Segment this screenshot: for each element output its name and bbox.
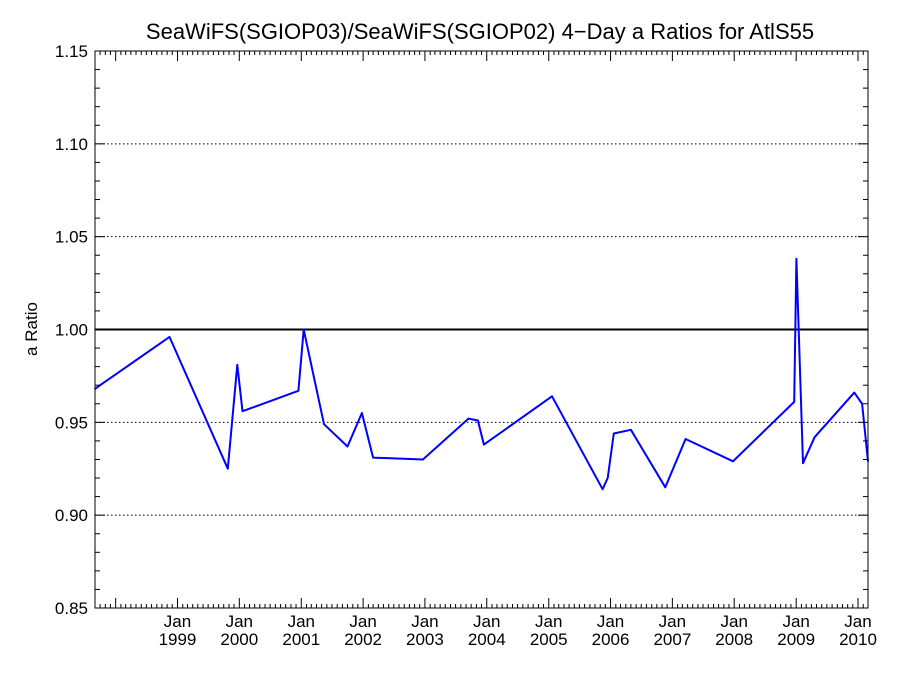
y-tick-label: 0.95 — [55, 413, 88, 432]
data-point — [601, 488, 604, 491]
data-point — [168, 336, 171, 338]
x-tick-label-month: Jan — [349, 612, 376, 631]
chart-title: SeaWiFS(SGIOP03)/SeaWiFS(SGIOP02) 4−Day … — [146, 19, 814, 44]
data-point — [227, 467, 229, 470]
data-point — [302, 328, 305, 331]
y-tick-label: 1.10 — [55, 135, 88, 154]
data-point — [236, 364, 239, 366]
x-tick-label-year: 2002 — [344, 630, 382, 649]
y-axis-label: a Ratio — [22, 302, 41, 356]
data-point — [613, 432, 615, 435]
x-tick-label-month: Jan — [164, 612, 191, 631]
x-tick-label-year: 2000 — [220, 630, 258, 649]
data-point — [241, 410, 244, 413]
x-tick-label-month: Jan — [226, 612, 253, 631]
grid-lines — [95, 143, 868, 516]
x-tick-label-month: Jan — [659, 612, 686, 631]
x-tick-label-month: Jan — [720, 612, 747, 631]
series-line — [94, 257, 869, 491]
data-point — [551, 395, 553, 398]
y-tick-label: 1.15 — [55, 42, 88, 61]
data-point — [361, 412, 363, 414]
x-tick-label-month: Jan — [288, 612, 315, 631]
data-point — [861, 403, 863, 405]
y-tick-label: 0.85 — [55, 599, 88, 618]
y-tick-label: 0.90 — [55, 506, 88, 525]
data-point — [732, 460, 734, 463]
data-point — [372, 456, 374, 459]
x-tick-label-month: Jan — [535, 612, 562, 631]
x-axis: Jan1999Jan2000Jan2001Jan2002Jan2003Jan20… — [159, 612, 877, 649]
data-point — [813, 436, 816, 439]
data-point — [422, 458, 424, 461]
x-tick-label-month: Jan — [782, 612, 809, 631]
x-tick-label-year: 1999 — [159, 630, 197, 649]
data-point — [853, 391, 856, 394]
data-point — [346, 445, 349, 448]
data-point — [802, 462, 804, 465]
x-tick-label-month: Jan — [411, 612, 438, 631]
x-tick-label-year: 2010 — [839, 630, 877, 649]
x-tick-label-year: 2001 — [282, 630, 320, 649]
data-point — [477, 419, 479, 422]
y-tick-label: 1.05 — [55, 228, 88, 247]
y-tick-label: 1.00 — [55, 321, 88, 340]
x-tick-label-year: 2008 — [715, 630, 753, 649]
data-point — [467, 417, 470, 420]
x-tick-label-month: Jan — [473, 612, 500, 631]
data-point — [606, 477, 609, 479]
x-tick-label-month: Jan — [597, 612, 624, 631]
series-group — [94, 257, 869, 491]
x-tick-label-year: 2005 — [530, 630, 568, 649]
data-point — [323, 423, 325, 426]
data-point — [795, 258, 798, 260]
plot-frame — [94, 50, 869, 609]
data-point — [684, 438, 687, 440]
minor-ticks — [94, 51, 869, 608]
x-tick-label-month: Jan — [844, 612, 871, 631]
data-point — [664, 486, 667, 489]
x-tick-label-year: 2006 — [592, 630, 630, 649]
x-tick-label-year: 2009 — [777, 630, 815, 649]
x-tick-label-year: 2004 — [468, 630, 506, 649]
data-point — [793, 401, 795, 403]
data-point — [483, 443, 485, 446]
data-point — [630, 429, 632, 431]
x-tick-label-year: 2003 — [406, 630, 444, 649]
data-point — [297, 390, 300, 392]
y-axis: 0.85 0.90 0.95 1.00 1.05 1.10 1.15 — [55, 42, 868, 618]
x-tick-label-year: 2007 — [653, 630, 691, 649]
